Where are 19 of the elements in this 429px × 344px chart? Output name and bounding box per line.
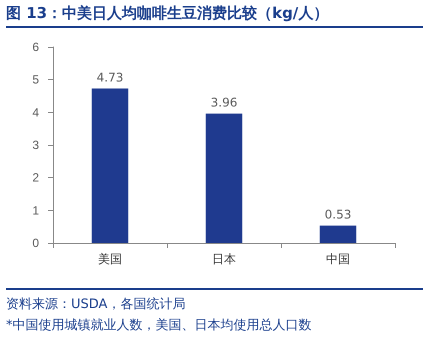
y-tick-label: 3: [32, 138, 40, 152]
x-tick-label: 日本: [212, 252, 236, 266]
bar: [92, 88, 128, 243]
data-label: 4.73: [96, 70, 124, 84]
y-tick-label: 4: [32, 105, 40, 120]
y-tick-label: 5: [32, 72, 40, 87]
text: *中国使用城镇就业人数，美国、日本均使用总人口数: [6, 317, 312, 335]
text: 资料来源：USDA，各国统计局: [6, 296, 186, 314]
data-label: 0.53: [324, 208, 352, 222]
x-tick-label: 美国: [98, 252, 122, 266]
bar: [206, 114, 242, 243]
y-tick-label: 6: [32, 40, 40, 54]
y-tick-label: 1: [32, 203, 40, 218]
data-label: 3.96: [210, 96, 238, 110]
x-tick-label: 中国: [326, 252, 350, 266]
chart-title: 图 13：中美日人均咖啡生豆消费比较（kg/人）: [6, 4, 423, 28]
y-tick-label: 0: [32, 236, 40, 250]
y-tick-label: 2: [32, 170, 40, 185]
bar: [320, 226, 356, 243]
